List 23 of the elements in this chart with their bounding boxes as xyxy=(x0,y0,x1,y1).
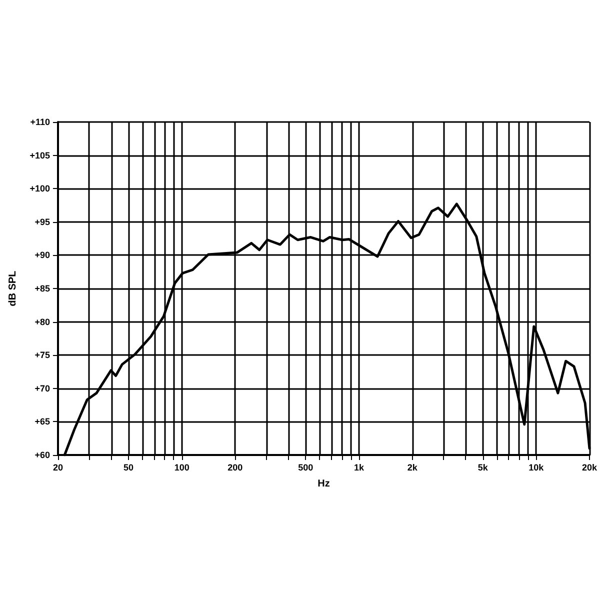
x-tick-label: 500 xyxy=(298,462,314,472)
x-tick-label: 2k xyxy=(407,462,418,472)
y-tick-label: +75 xyxy=(34,350,50,360)
y-tick-label: +105 xyxy=(30,150,50,160)
y-tick-label: +95 xyxy=(34,216,50,227)
x-tick-label: 20k xyxy=(582,462,598,472)
y-tick-label: +60 xyxy=(34,450,50,460)
y-tick-label: +100 xyxy=(30,184,50,194)
y-tick-label: +70 xyxy=(34,383,50,394)
y-tick-label: +90 xyxy=(34,250,50,260)
x-axis-title: Hz xyxy=(318,478,330,490)
x-tick-label: 100 xyxy=(174,462,190,472)
x-tick-label: 5k xyxy=(478,462,489,472)
y-tick-label: +85 xyxy=(34,284,50,294)
x-tick-label: 200 xyxy=(228,462,243,472)
x-tick-label: 1k xyxy=(354,462,365,472)
y-tick-label: +110 xyxy=(30,117,50,127)
y-tick-label: +65 xyxy=(34,416,50,427)
x-tick-label: 10k xyxy=(528,462,545,472)
x-tick-label: 50 xyxy=(123,462,134,472)
x-tick-label: 20 xyxy=(52,462,64,472)
y-axis-title: dB SPL xyxy=(8,270,18,306)
y-tick-label: +80 xyxy=(34,316,50,327)
